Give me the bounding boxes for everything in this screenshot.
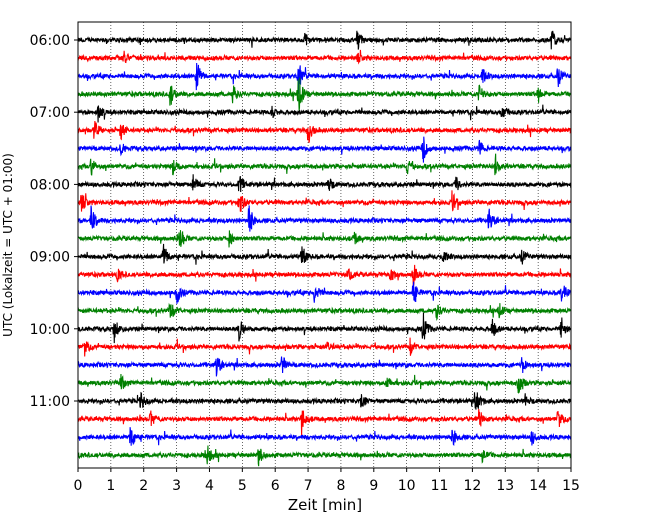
y-tick-label: 07:00 bbox=[30, 105, 70, 121]
trace-0715 bbox=[78, 120, 571, 143]
y-axis-label: UTC (Lokalzeit = UTC + 01:00) bbox=[1, 153, 15, 337]
x-tick-label: 13 bbox=[496, 478, 514, 494]
x-tick-label: 2 bbox=[139, 478, 148, 494]
x-tick-label: 10 bbox=[398, 478, 416, 494]
x-tick-label: 4 bbox=[205, 478, 214, 494]
x-tick-label: 5 bbox=[238, 478, 247, 494]
y-tick-label: 10:00 bbox=[30, 322, 70, 338]
x-tick-label: 11 bbox=[431, 478, 449, 494]
trace-0915 bbox=[78, 264, 571, 286]
trace-1130 bbox=[78, 427, 571, 447]
trace-0615 bbox=[78, 49, 571, 65]
x-tick-label: 8 bbox=[336, 478, 345, 494]
trace-0700 bbox=[78, 104, 571, 123]
x-tick-label: 0 bbox=[74, 478, 83, 494]
trace-0930 bbox=[78, 281, 571, 304]
trace-0745 bbox=[78, 153, 571, 176]
trace-1030 bbox=[78, 356, 571, 377]
y-tick-label: 09:00 bbox=[30, 250, 70, 266]
x-tick-label: 1 bbox=[106, 478, 115, 494]
y-axis-ticks: 06:00 07:00 08:00 09:00 10:00 11:00 bbox=[30, 33, 78, 410]
x-tick-label: 9 bbox=[369, 478, 378, 494]
x-tick-label: 14 bbox=[529, 478, 547, 494]
trace-0600 bbox=[78, 30, 571, 50]
trace-1000 bbox=[78, 312, 571, 344]
x-tick-label: 12 bbox=[463, 478, 481, 494]
y-tick-label: 11:00 bbox=[30, 394, 70, 410]
trace-0630 bbox=[78, 62, 571, 94]
trace-1115 bbox=[78, 408, 571, 436]
trace-0815 bbox=[78, 190, 571, 212]
y-tick-label: 06:00 bbox=[30, 33, 70, 49]
x-tick-label: 7 bbox=[304, 478, 313, 494]
plot-frame bbox=[77, 21, 572, 469]
x-axis-label: Zeit [min] bbox=[288, 496, 362, 514]
trace-0830 bbox=[78, 205, 571, 232]
trace-0945 bbox=[78, 302, 571, 321]
vertical-gridlines bbox=[110, 22, 539, 468]
x-tick-label: 6 bbox=[271, 478, 280, 494]
trace-0645 bbox=[78, 77, 571, 111]
trace-0730 bbox=[78, 136, 571, 163]
x-axis-ticks: 0 1 2 3 4 5 6 7 8 9 10 11 12 13 14 15 bbox=[74, 468, 580, 494]
trace-1100 bbox=[78, 391, 571, 410]
seismogram-traces bbox=[78, 30, 571, 467]
trace-1145 bbox=[78, 445, 571, 467]
trace-1015 bbox=[78, 337, 571, 357]
trace-0845 bbox=[78, 230, 571, 248]
x-tick-label: 15 bbox=[562, 478, 580, 494]
trace-1045 bbox=[78, 374, 571, 394]
trace-0900 bbox=[78, 243, 571, 265]
y-tick-label: 08:00 bbox=[30, 177, 70, 193]
trace-0800 bbox=[78, 174, 571, 192]
x-tick-label: 3 bbox=[172, 478, 181, 494]
